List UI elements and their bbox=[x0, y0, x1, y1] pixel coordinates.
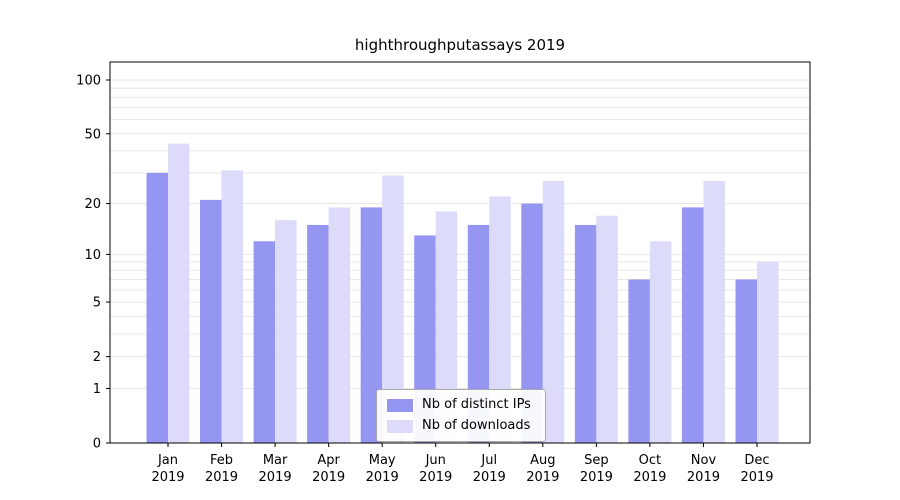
x-tick-label-month: Jul bbox=[480, 453, 497, 468]
x-tick-label-year: 2019 bbox=[526, 470, 559, 485]
bar-downloads bbox=[649, 241, 672, 443]
legend-item-distinct-ips: Nb of distinct IPs bbox=[387, 397, 531, 413]
x-tick-label-year: 2019 bbox=[151, 470, 184, 485]
x-tick-label-month: Apr bbox=[317, 453, 340, 468]
x-tick-label-year: 2019 bbox=[366, 470, 399, 485]
legend-label-downloads: Nb of downloads bbox=[422, 418, 531, 433]
chart-title: highthroughputassays 2019 bbox=[354, 36, 566, 54]
bar-downloads bbox=[275, 220, 297, 443]
bar-downloads bbox=[221, 170, 244, 444]
bar-downloads bbox=[489, 196, 511, 443]
x-tick-label-year: 2019 bbox=[205, 470, 238, 485]
legend-label-distinct-ips: Nb of distinct IPs bbox=[422, 397, 531, 412]
x-tick-label-year: 2019 bbox=[419, 470, 452, 485]
bar-distinct-ips bbox=[574, 224, 597, 443]
x-tick-label-month: Oct bbox=[639, 453, 661, 468]
legend-swatch-distinct-ips bbox=[387, 398, 413, 412]
x-tick-label-month: Jan bbox=[157, 453, 178, 468]
bar-downloads bbox=[757, 261, 779, 443]
bar-downloads bbox=[435, 211, 458, 443]
x-tick-label-month: May bbox=[369, 453, 396, 468]
bar-distinct-ips bbox=[146, 172, 168, 444]
bar-distinct-ips bbox=[467, 224, 490, 443]
y-tick-label: 50 bbox=[84, 127, 101, 142]
x-tick-label-year: 2019 bbox=[633, 470, 666, 485]
x-tick-label-year: 2019 bbox=[687, 470, 720, 485]
y-tick-label: 20 bbox=[84, 197, 101, 212]
bar-downloads bbox=[328, 207, 351, 443]
bar-downloads bbox=[542, 180, 565, 444]
x-tick-label-month: Sep bbox=[584, 453, 609, 468]
bar-downloads bbox=[382, 175, 404, 443]
bar-distinct-ips bbox=[681, 207, 704, 443]
x-tick-label-year: 2019 bbox=[580, 470, 613, 485]
x-tick-label-year: 2019 bbox=[473, 470, 506, 485]
y-tick-label: 100 bbox=[76, 74, 101, 89]
x-tick-label-month: Dec bbox=[744, 453, 769, 468]
bar-distinct-ips bbox=[253, 241, 276, 443]
plot-border bbox=[109, 61, 811, 444]
legend-swatch-downloads bbox=[387, 419, 413, 433]
bar-downloads bbox=[596, 215, 618, 443]
x-tick-label-year: 2019 bbox=[740, 470, 773, 485]
bar-downloads bbox=[703, 180, 725, 444]
bar-distinct-ips bbox=[521, 203, 543, 443]
x-tick-label-month: Jun bbox=[425, 453, 446, 468]
x-tick-label-month: Nov bbox=[691, 453, 717, 468]
x-tick-label-month: Feb bbox=[210, 453, 233, 468]
y-tick-label: 2 bbox=[93, 350, 101, 365]
bar-distinct-ips bbox=[735, 279, 757, 443]
y-tick-label: 0 bbox=[93, 437, 101, 452]
bar-distinct-ips bbox=[307, 224, 329, 443]
legend-item-downloads: Nb of downloads bbox=[387, 418, 531, 434]
bar-downloads bbox=[168, 143, 190, 444]
x-tick-label-year: 2019 bbox=[259, 470, 292, 485]
bar-distinct-ips bbox=[200, 199, 222, 443]
x-tick-label-month: Mar bbox=[263, 453, 288, 468]
bar-distinct-ips bbox=[360, 207, 383, 443]
x-tick-label-month: Aug bbox=[530, 453, 555, 468]
legend: Nb of distinct IPs Nb of downloads bbox=[376, 389, 546, 442]
y-tick-label: 10 bbox=[84, 248, 101, 263]
y-tick-label: 5 bbox=[93, 296, 101, 311]
y-tick-label: 1 bbox=[93, 382, 101, 397]
x-tick-label-year: 2019 bbox=[312, 470, 345, 485]
bar-distinct-ips bbox=[628, 279, 650, 443]
